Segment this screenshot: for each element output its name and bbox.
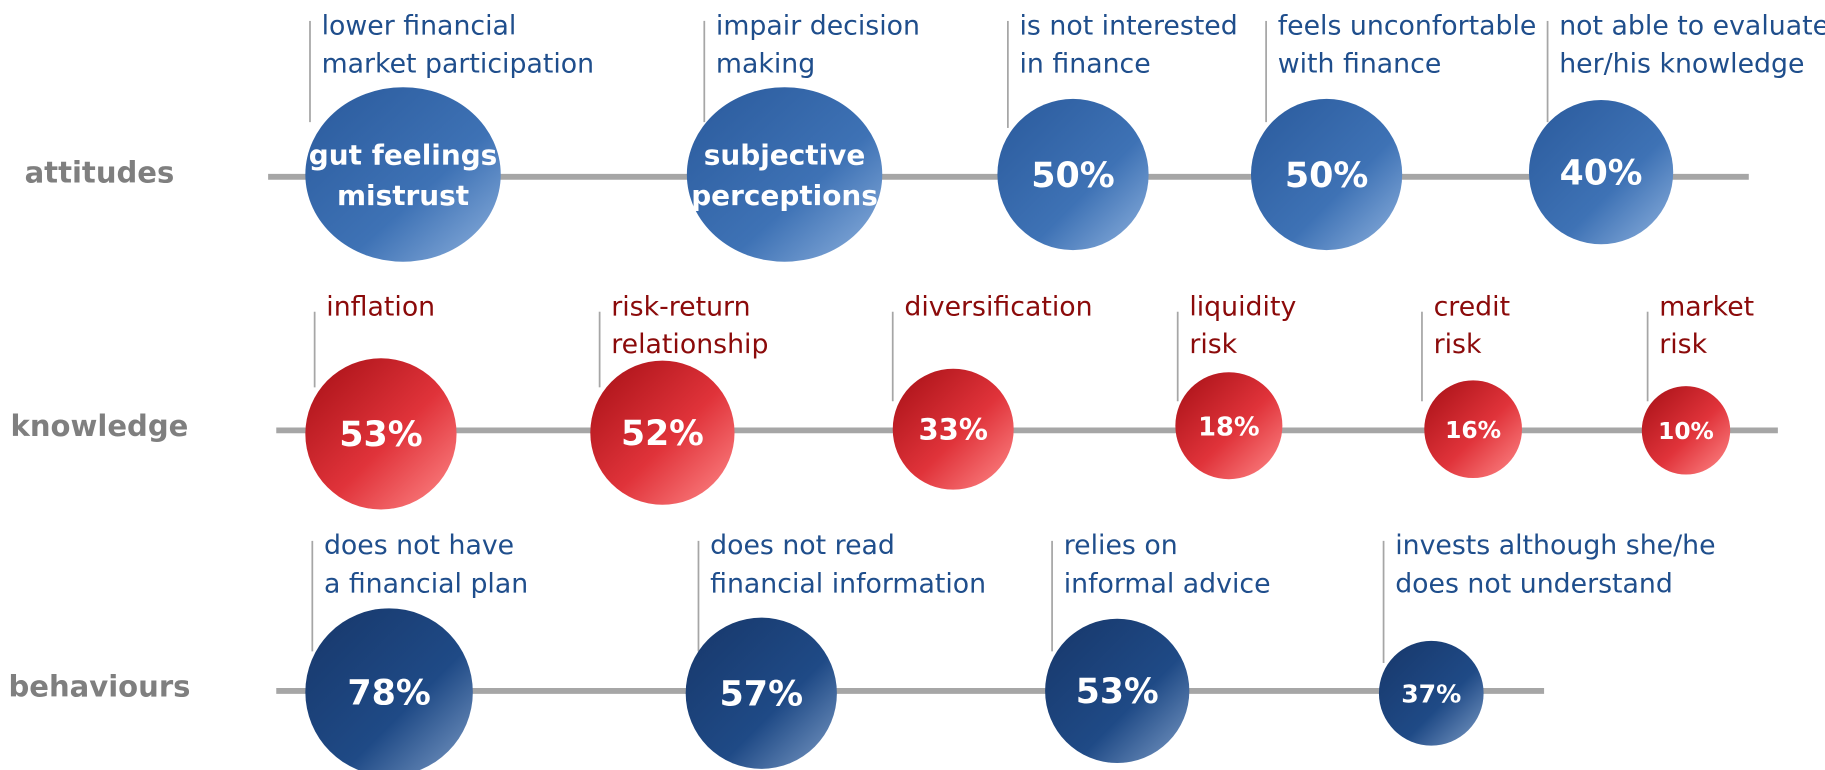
bubble-label: gut feelings <box>309 138 497 171</box>
bubble-label: 50% <box>1285 156 1368 196</box>
bubble-label: 10% <box>1658 418 1714 445</box>
caption: inflation <box>326 292 435 323</box>
bubble <box>1045 618 1190 764</box>
bubble-label: 18% <box>1198 413 1259 443</box>
bubble <box>997 98 1149 251</box>
caption: does not read <box>710 530 895 561</box>
caption: risk <box>1659 329 1707 360</box>
bubble <box>892 368 1014 490</box>
caption: invests although she/he <box>1395 530 1715 561</box>
bubble <box>686 87 883 262</box>
caption: diversification <box>904 292 1092 323</box>
caption: impair decision <box>716 10 920 41</box>
caption: her/his knowledge <box>1559 49 1804 80</box>
caption: making <box>716 49 815 80</box>
caption: is not interested <box>1020 10 1238 41</box>
bubble <box>305 87 501 262</box>
row-label: knowledge <box>11 409 189 443</box>
bubble-label: 57% <box>720 675 803 715</box>
caption: risk <box>1189 329 1237 360</box>
bubble <box>685 617 837 769</box>
caption: risk-return <box>611 292 750 323</box>
bubble <box>1378 640 1484 746</box>
row-label: attitudes <box>25 155 175 189</box>
bubble-label: 33% <box>918 413 987 447</box>
bubble <box>1250 98 1403 251</box>
caption: does not have <box>324 530 514 561</box>
bubble <box>305 608 473 770</box>
bubble-label: 50% <box>1031 156 1114 196</box>
caption: credit <box>1434 292 1510 323</box>
bubble <box>1641 386 1731 475</box>
caption: lower financial <box>322 10 517 41</box>
caption: relationship <box>611 329 768 360</box>
caption: not able to evaluate <box>1559 10 1825 41</box>
bubble <box>590 360 735 505</box>
caption: does not understand <box>1395 569 1673 600</box>
bubble <box>305 358 457 510</box>
caption: market <box>1659 292 1754 323</box>
bubble <box>1175 372 1283 480</box>
caption: market participation <box>322 49 594 80</box>
bubble-label: 78% <box>347 673 430 713</box>
bubble <box>1424 380 1522 479</box>
row-label: behaviours <box>8 670 190 704</box>
bubble-label: 37% <box>1401 680 1461 709</box>
caption: in finance <box>1020 49 1151 80</box>
caption: informal advice <box>1064 569 1271 600</box>
bubble-label: perceptions <box>691 179 878 212</box>
caption: feels unconfortable <box>1278 10 1537 41</box>
bubble-label: subjective <box>704 138 866 171</box>
bubble-label: 16% <box>1445 416 1501 444</box>
caption: risk <box>1434 329 1482 360</box>
caption: liquidity <box>1189 292 1296 323</box>
caption: relies on <box>1064 530 1178 561</box>
bubble-label: 52% <box>621 414 704 454</box>
caption: with finance <box>1278 49 1442 80</box>
bubble-label: 53% <box>339 415 422 455</box>
bubble-label: 53% <box>1076 672 1159 712</box>
bubble-label: mistrust <box>337 179 469 212</box>
caption: a financial plan <box>324 569 528 600</box>
caption: financial information <box>710 569 986 600</box>
bubble <box>1528 100 1674 245</box>
bubble-label: 40% <box>1560 153 1643 193</box>
